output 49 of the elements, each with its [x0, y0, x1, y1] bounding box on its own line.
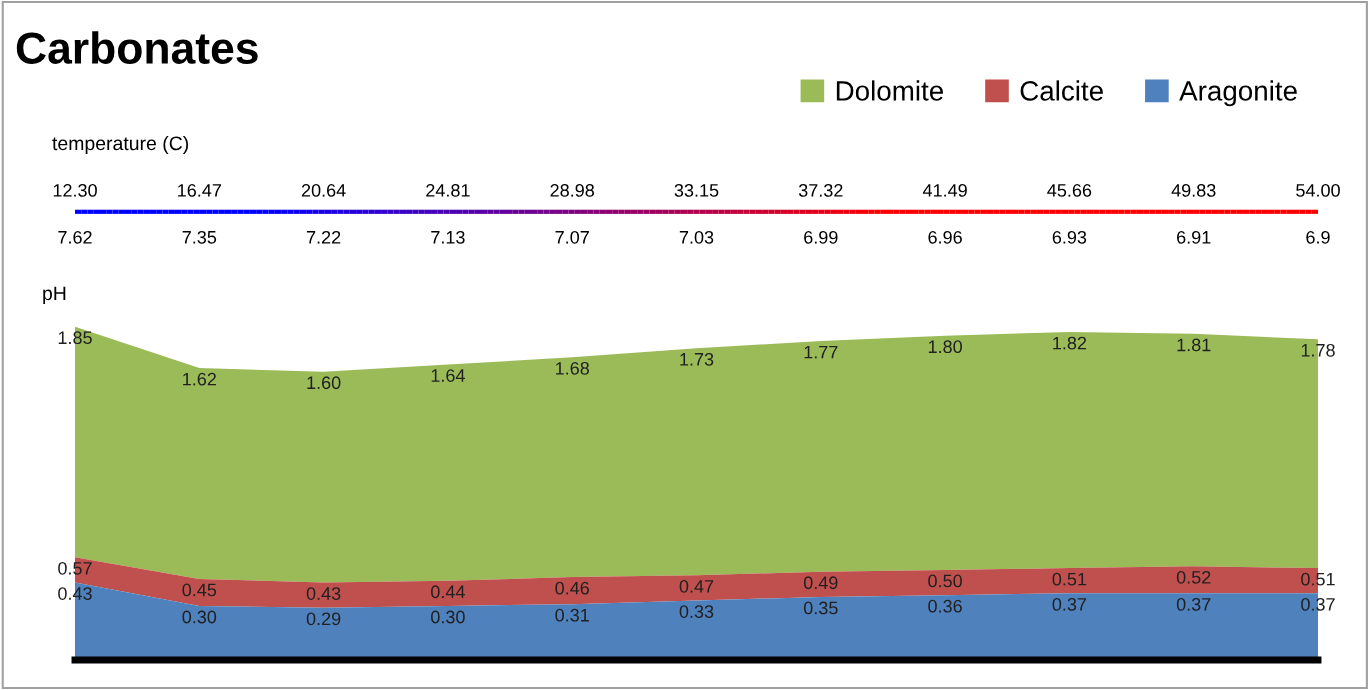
data-label: 0.30: [182, 610, 217, 624]
data-label: 0.51: [1301, 572, 1335, 586]
data-label: 1.73: [680, 352, 714, 366]
data-label: 0.30: [431, 610, 465, 624]
category-label: 41.49 6.96: [922, 184, 967, 244]
data-label: 1.82: [1053, 336, 1087, 350]
data-label: 0.51: [1052, 572, 1087, 586]
category-label: 33.15 7.03: [674, 184, 719, 244]
category-label: 49.83 6.91: [1171, 184, 1216, 244]
category-label: 54.00 6.9: [1296, 184, 1340, 244]
data-label: 0.31: [555, 608, 589, 622]
data-label: 0.35: [803, 601, 838, 615]
category-label: 28.98 7.07: [550, 184, 595, 244]
data-label: 1.77: [804, 345, 838, 359]
data-label: 0.43: [58, 587, 92, 600]
legend-label: Dolomite: [836, 80, 943, 101]
data-label: 0.36: [928, 599, 962, 613]
data-label: 0.37: [1052, 597, 1087, 611]
data-label: 1.62: [183, 372, 216, 386]
chart-title: Carbonates: [16, 31, 258, 64]
data-label: 1.85: [58, 331, 92, 345]
category-label: 20.64 7.22: [301, 184, 346, 244]
data-label: 0.29: [306, 612, 341, 626]
data-label: 0.44: [431, 585, 465, 599]
text: temperature (C): [52, 135, 189, 155]
data-label: 1.81: [1177, 338, 1211, 352]
legend-label: Calcite: [1020, 80, 1103, 101]
data-label: 0.57: [58, 561, 92, 575]
category-label: 37.32 6.99: [798, 184, 843, 244]
category-label: 45.66 6.93: [1047, 184, 1092, 244]
text: pH: [43, 286, 66, 305]
data-label: 0.43: [306, 587, 341, 600]
data-label: 0.37: [1176, 597, 1211, 611]
data-label: 1.64: [431, 369, 465, 382]
data-label: 0.52: [1176, 570, 1211, 584]
category-label: 12.30 7.62: [53, 184, 97, 244]
category-label: 24.81 7.13: [426, 184, 470, 244]
data-label: 0.49: [803, 576, 838, 590]
data-label: 1.60: [307, 376, 341, 390]
data-label: 0.46: [555, 581, 589, 595]
data-label: 1.68: [556, 361, 589, 375]
category-label: 16.47 7.35: [178, 184, 221, 244]
data-label: 0.37: [1301, 597, 1335, 611]
data-label: 0.47: [679, 579, 714, 593]
data-label: 0.45: [182, 583, 217, 597]
data-label: 0.50: [928, 574, 962, 588]
data-label: 1.80: [928, 340, 962, 354]
legend-label: Aragonite: [1179, 80, 1297, 107]
data-label: 0.33: [679, 605, 714, 618]
